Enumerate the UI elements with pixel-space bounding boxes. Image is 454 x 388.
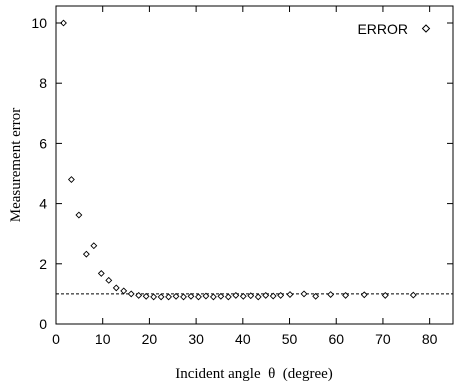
legend-marker-diamond-icon <box>421 24 431 33</box>
data-point <box>209 293 217 301</box>
data-point <box>381 291 389 299</box>
data-point <box>75 211 83 219</box>
x-tick-label: 80 <box>422 331 438 347</box>
y-axis-label: Measurement error <box>8 108 24 223</box>
data-point <box>157 293 165 301</box>
x-tick-label: 40 <box>235 331 251 347</box>
data-point <box>286 291 294 298</box>
data-point <box>262 291 270 299</box>
x-tick-label: 10 <box>95 331 111 347</box>
data-point <box>105 276 113 284</box>
x-tick-label: 60 <box>328 331 344 347</box>
data-point <box>254 293 262 301</box>
data-point <box>312 292 320 300</box>
y-axis-ticks: 0 2 4 6 8 10 <box>31 15 453 332</box>
y-tick-label: 6 <box>39 135 47 151</box>
y-tick-label: 2 <box>39 256 47 272</box>
y-tick-label: 8 <box>39 75 47 91</box>
data-point <box>239 292 247 300</box>
plot-frame <box>55 5 454 325</box>
legend-label-error: ERROR <box>357 21 408 37</box>
data-point <box>142 292 150 300</box>
data-point <box>202 292 210 300</box>
data-point <box>135 291 143 299</box>
x-axis-ticks: 0 10 20 30 40 50 60 70 80 <box>52 6 438 347</box>
y-tick-label: 0 <box>39 316 47 332</box>
x-tick-label: 20 <box>142 331 158 347</box>
data-point <box>360 291 368 299</box>
data-point <box>277 291 285 299</box>
data-point <box>195 293 202 301</box>
data-point <box>409 291 417 299</box>
data-point <box>247 292 255 300</box>
x-tick-label: 0 <box>52 331 60 347</box>
data-point <box>172 292 180 300</box>
data-point <box>60 19 67 27</box>
y-tick-label: 4 <box>39 196 47 212</box>
data-point <box>327 291 335 298</box>
data-point <box>269 292 277 300</box>
data-point <box>300 290 308 298</box>
data-point <box>217 292 225 300</box>
x-tick-label: 70 <box>375 331 391 347</box>
legend: ERROR <box>357 21 431 37</box>
data-point <box>180 293 187 301</box>
data-point <box>82 250 90 258</box>
data-point <box>150 293 158 301</box>
x-tick-label: 50 <box>282 331 298 347</box>
data-point <box>187 292 195 300</box>
data-point <box>342 291 350 299</box>
data-point <box>97 269 105 277</box>
x-tick-label: 30 <box>188 331 204 347</box>
y-tick-label: 10 <box>31 15 47 31</box>
data-point <box>90 242 98 250</box>
data-point <box>67 176 75 183</box>
data-point <box>224 293 232 301</box>
x-axis-label: Incident angle θ (degree) <box>175 366 333 382</box>
data-point <box>232 291 240 299</box>
data-point <box>112 284 120 292</box>
data-point <box>127 290 135 298</box>
data-point <box>120 287 128 295</box>
data-point <box>165 293 172 301</box>
data-points-layer <box>60 19 417 301</box>
